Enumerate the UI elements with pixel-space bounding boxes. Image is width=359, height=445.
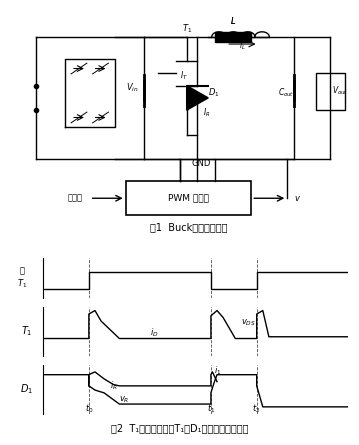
Text: $T_1$: $T_1$	[182, 23, 192, 35]
Text: $i_D$: $i_D$	[150, 326, 158, 339]
Text: $L$: $L$	[230, 16, 237, 26]
Text: $D_1$: $D_1$	[208, 86, 220, 99]
Y-axis label: 门
$T_1$: 门 $T_1$	[17, 267, 27, 290]
Text: 图2  T₁的控制信号和T₁，D₁的电压、电流波形: 图2 T₁的控制信号和T₁，D₁的电压、电流波形	[111, 424, 248, 433]
Text: $C_{out}$: $C_{out}$	[278, 86, 294, 99]
FancyBboxPatch shape	[126, 181, 251, 215]
Text: 图1  Buck变换器电路图: 图1 Buck变换器电路图	[150, 222, 227, 232]
Text: $v$: $v$	[294, 194, 302, 203]
Text: $t_0$: $t_0$	[85, 403, 93, 415]
Text: $V_{in}$: $V_{in}$	[126, 81, 139, 94]
Text: $L$: $L$	[230, 16, 237, 26]
Text: $i_R$: $i_R$	[110, 380, 118, 392]
Text: $i_1$: $i_1$	[214, 364, 222, 377]
Text: $v_{DS}$: $v_{DS}$	[241, 318, 256, 328]
Polygon shape	[187, 85, 208, 110]
Y-axis label: $D_1$: $D_1$	[20, 382, 33, 396]
Text: $i_L$: $i_L$	[239, 40, 246, 53]
Bar	[215, 32, 251, 41]
Text: GND: GND	[191, 159, 211, 168]
Text: 输入量: 输入量	[68, 194, 83, 203]
Text: $t_2$: $t_2$	[252, 403, 261, 415]
Text: PWM 控制器: PWM 控制器	[168, 194, 209, 203]
Text: $I_T$: $I_T$	[180, 69, 187, 82]
Text: $V_{out}$: $V_{out}$	[332, 84, 348, 97]
Text: $t_1$: $t_1$	[207, 403, 215, 415]
Text: $I_R$: $I_R$	[203, 106, 210, 118]
Text: $v_R$: $v_R$	[119, 394, 130, 405]
Y-axis label: $T_1$: $T_1$	[20, 324, 32, 339]
Bar	[316, 73, 345, 110]
